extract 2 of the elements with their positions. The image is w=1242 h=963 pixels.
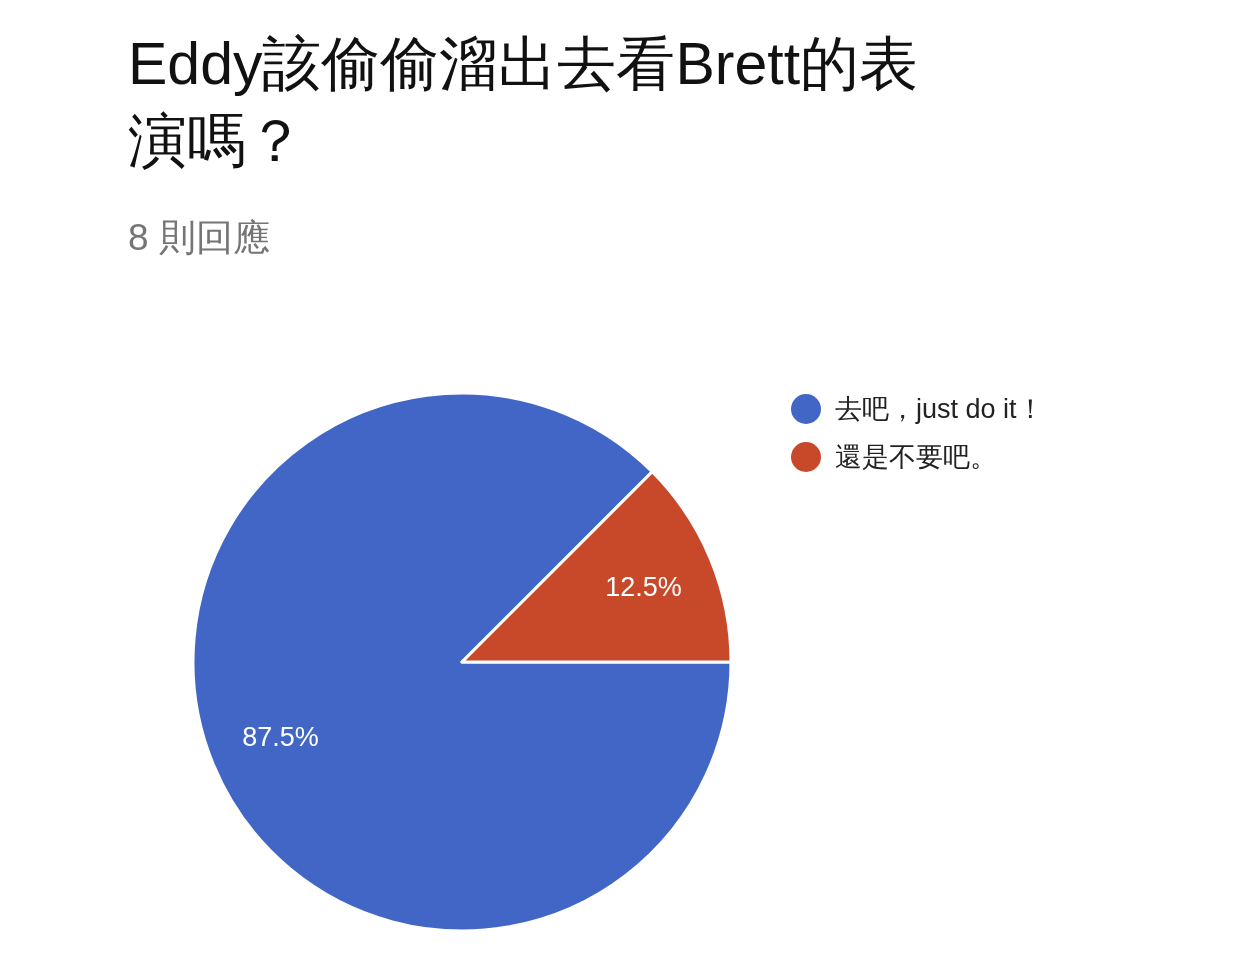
subtitle: 8 則回應 [128,219,270,257]
title: Eddy該偷偷溜出去看Brett的表演嗎？ [128,30,920,176]
